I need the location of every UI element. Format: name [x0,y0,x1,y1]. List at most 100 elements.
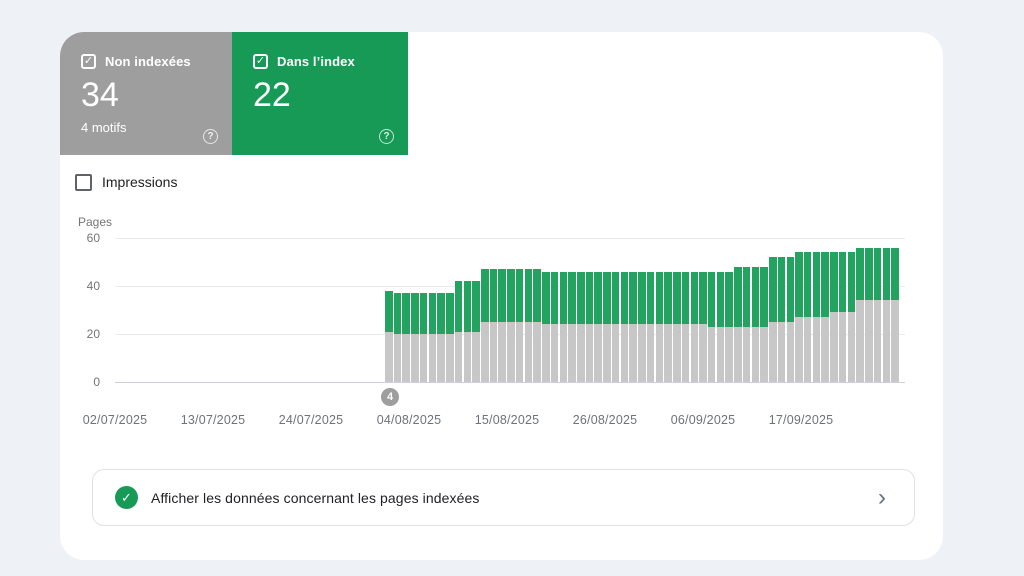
chevron-right-icon: › [878,483,886,511]
chart-bar[interactable] [751,266,760,382]
chart-bar[interactable] [428,293,437,382]
chart-bar[interactable] [472,281,480,382]
chart-bar[interactable] [734,266,742,382]
x-tick-label: 26/08/2025 [572,413,638,427]
chart-plot-area [115,238,905,383]
x-tick-label: 15/08/2025 [474,413,540,427]
summary-cards: ✓ Non indexées 34 4 motifs ? ✓ Dans l’in… [60,32,408,155]
non-indexed-label: Non indexées [105,54,191,69]
chart-bar[interactable] [690,271,699,382]
chart-bar[interactable] [620,271,629,382]
x-tick-label: 06/09/2025 [670,413,736,427]
chart-bar[interactable] [498,269,506,382]
chart-bar[interactable] [577,271,585,382]
gridline-60 [115,238,905,239]
x-tick-label: 13/07/2025 [180,413,246,427]
summary-card-indexed[interactable]: ✓ Dans l’index 22 ? [232,32,408,155]
chart-bar[interactable] [847,252,856,382]
x-tick-label: 04/08/2025 [376,413,442,427]
help-icon[interactable]: ? [203,129,218,144]
annotation-badge[interactable]: 4 [381,388,399,406]
x-tick-label: 17/09/2025 [768,413,834,427]
chart-bar[interactable] [411,293,419,382]
indexed-checkbox[interactable]: ✓ [253,54,268,69]
non-indexed-reasons: 4 motifs [81,119,127,135]
chart-bar[interactable] [856,247,864,382]
chart-bar[interactable] [664,271,672,382]
chart-y-axis: 0 20 40 60 [60,231,104,389]
impressions-label: Impressions [102,174,178,190]
check-circle-icon: ✓ [115,486,138,509]
chart-bar[interactable] [742,266,751,382]
chart-bar[interactable] [681,271,690,382]
chart-bar[interactable] [629,271,637,382]
chart-bar[interactable] [830,252,838,382]
y-tick-label: 40 [86,279,100,293]
chart-bar[interactable] [891,247,899,382]
chart-bar[interactable] [419,293,428,382]
chart-bar[interactable] [385,290,393,382]
chart-bar[interactable] [603,271,611,382]
chart-bar[interactable] [481,269,489,382]
chart-bar[interactable] [611,271,620,382]
impressions-checkbox[interactable] [75,173,92,191]
chart-bar[interactable] [594,271,602,382]
indexed-count: 22 [253,76,291,114]
main-card: ✓ Non indexées 34 4 motifs ? ✓ Dans l’in… [60,32,943,560]
y-tick-label: 0 [93,375,100,389]
chart-bar[interactable] [533,269,541,382]
chart-bar[interactable] [393,293,402,382]
chart-bar[interactable] [699,271,707,382]
chart-bars [115,238,905,382]
non-indexed-count: 34 [81,76,119,114]
chart-bar[interactable] [638,271,646,382]
impressions-toggle[interactable]: Impressions [75,172,177,192]
chart-bar[interactable] [769,257,777,382]
chart-bar[interactable] [559,271,568,382]
chart-bar[interactable] [673,271,681,382]
chart-bar[interactable] [542,271,550,382]
chart-y-axis-title: Pages [78,215,113,229]
chart-bar[interactable] [524,269,533,382]
chart-bar[interactable] [515,269,524,382]
chart-bar[interactable] [454,281,463,382]
gridline-0 [115,382,905,383]
x-tick-label: 02/07/2025 [82,413,148,427]
non-indexed-checkbox[interactable]: ✓ [81,54,96,69]
chart-bar[interactable] [838,252,847,382]
chart-bar[interactable] [463,281,472,382]
chart-bar[interactable] [655,271,664,382]
chart-bar[interactable] [716,271,725,382]
show-indexed-pages-link[interactable]: ✓ Afficher les données concernant les pa… [92,469,915,526]
chart-bar[interactable] [585,271,594,382]
chart-x-axis: 02/07/2025 13/07/2025 24/07/2025 04/08/2025… [60,413,943,429]
chart-bar[interactable] [646,271,655,382]
x-tick-label: 24/07/2025 [278,413,344,427]
chart-bar[interactable] [446,293,454,382]
indexed-label: Dans l’index [277,54,355,69]
chart-bar[interactable] [507,269,515,382]
chart-bar[interactable] [812,252,821,382]
chart-bar[interactable] [821,252,829,382]
chart-bar[interactable] [865,247,873,382]
chart-bar[interactable] [777,257,786,382]
chart-bar[interactable] [786,257,795,382]
chart-bar[interactable] [550,271,559,382]
chart-bar[interactable] [707,271,716,382]
chart-bar[interactable] [489,269,498,382]
footer-link-label: Afficher les données concernant les page… [151,489,480,506]
chart-bar[interactable] [725,271,733,382]
chart-bar[interactable] [437,293,445,382]
chart-bar[interactable] [803,252,812,382]
chart-bar[interactable] [873,247,882,382]
chart-bar[interactable] [568,271,576,382]
y-tick-label: 20 [86,327,100,341]
chart-bar[interactable] [402,293,410,382]
y-tick-label: 60 [86,231,100,245]
summary-card-non-indexed[interactable]: ✓ Non indexées 34 4 motifs ? [60,32,232,155]
chart-bar[interactable] [760,266,768,382]
help-icon[interactable]: ? [379,129,394,144]
chart-bar[interactable] [795,252,803,382]
chart-bar[interactable] [882,247,891,382]
